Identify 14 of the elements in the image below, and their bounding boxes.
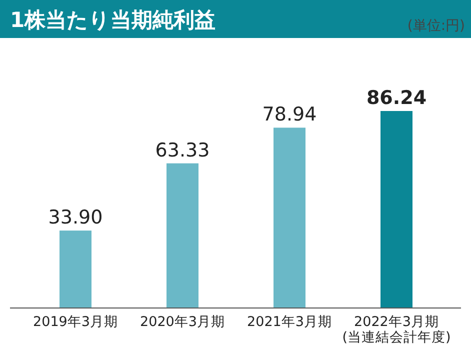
bar	[166, 163, 198, 308]
chart-subtitle: (単位:円)	[407, 18, 465, 34]
x-tick-label: 2019年3月期	[33, 314, 118, 330]
chart-title: 1株当たり当期純利益	[10, 8, 216, 32]
data-label: 86.24	[366, 87, 427, 109]
bar	[60, 230, 92, 308]
data-label: 63.33	[155, 139, 210, 162]
x-tick-label: 2022年3月期 (当連結会計年度)	[342, 314, 451, 346]
bar	[274, 128, 306, 308]
x-tick-label: 2021年3月期	[247, 314, 332, 330]
bar	[380, 111, 412, 308]
x-tick-label: 2020年3月期	[140, 314, 225, 330]
data-label: 33.90	[48, 206, 103, 229]
data-label: 78.94	[262, 104, 317, 126]
